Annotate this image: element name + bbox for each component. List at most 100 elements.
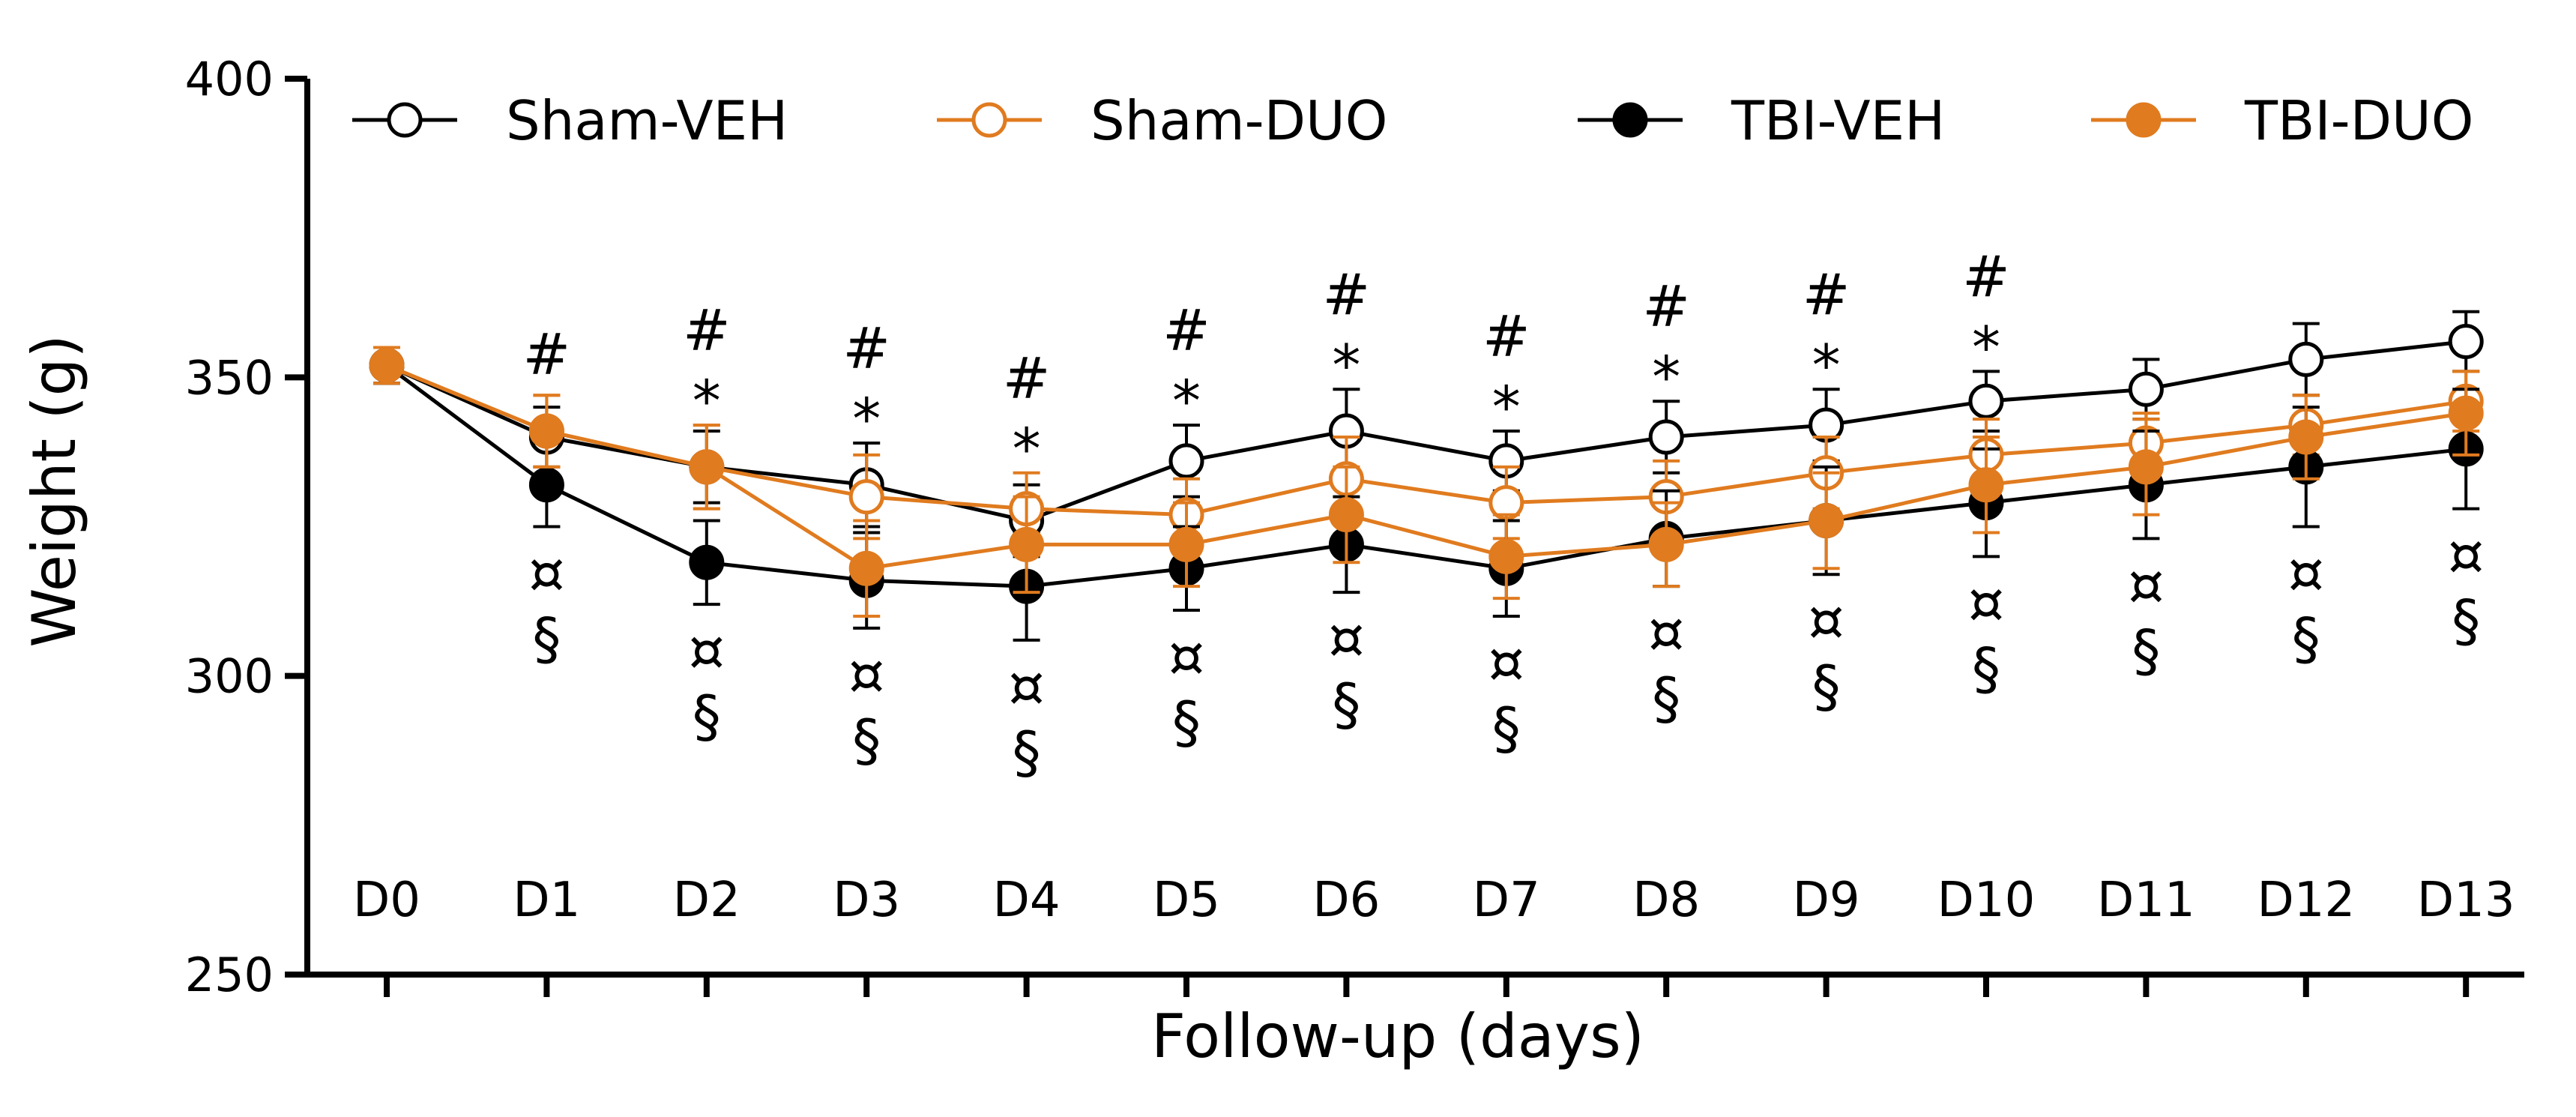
significance-mark: § — [532, 606, 561, 672]
significance-mark: * — [693, 367, 721, 434]
significance-mark: ¤ — [848, 641, 884, 708]
x-tick-label: D0 — [353, 873, 420, 928]
data-point — [1009, 526, 1045, 562]
significance-mark: § — [2292, 606, 2320, 672]
x-tick-label: D7 — [1473, 873, 1540, 928]
x-tick-label: D5 — [1153, 873, 1220, 928]
x-tick-label: D2 — [673, 873, 740, 928]
legend-label: TBI-DUO — [2244, 89, 2473, 152]
x-categories: D0 D1 D2 D3 D4 D5 D6 D7 D8 D9 D10 D11 D12 D13 — [353, 873, 2515, 997]
significance-mark: ¤ — [689, 617, 725, 684]
legend-marker — [2126, 102, 2162, 138]
x-tick-label: D6 — [1312, 873, 1380, 928]
significance-mark: ¤ — [2288, 540, 2324, 606]
significance-mark: ¤ — [528, 540, 564, 606]
significance-mark: # — [1323, 261, 1371, 328]
x-tick-label: D11 — [2097, 873, 2195, 928]
series-layer — [369, 310, 2484, 642]
significance-mark: § — [1492, 695, 1521, 762]
significance-mark: § — [693, 683, 721, 750]
data-point — [1328, 497, 1364, 533]
data-point — [528, 413, 564, 449]
legend-entry-sham-duo: Sham-DUO — [937, 89, 1387, 152]
series-tbi-veh — [369, 346, 2484, 642]
significance-mark: * — [1492, 373, 1521, 440]
significance-mark: § — [1332, 671, 1360, 738]
x-tick-label: D10 — [1937, 873, 2036, 928]
axes — [304, 79, 2524, 978]
significance-mark: ¤ — [2128, 551, 2164, 618]
significance-mark: § — [1972, 635, 2000, 702]
data-point — [1648, 526, 1684, 562]
data-point — [2448, 324, 2484, 360]
x-tick-label: D12 — [2257, 873, 2355, 928]
legend-entry-tbi-duo: TBI-DUO — [2091, 89, 2473, 152]
data-point — [1648, 419, 1684, 455]
significance-mark: # — [683, 297, 731, 364]
significance-mark: ¤ — [1648, 599, 1684, 666]
data-point — [1488, 538, 1524, 574]
data-point — [2288, 341, 2324, 377]
y-tick-label: 400 — [185, 52, 274, 106]
significance-mark: # — [1482, 303, 1530, 370]
x-tick-label: D3 — [833, 873, 900, 928]
data-point — [1168, 526, 1204, 562]
significance-mark: § — [1172, 689, 1201, 756]
significance-mark: # — [523, 321, 571, 388]
x-tick-label: D4 — [993, 873, 1061, 928]
data-point — [848, 479, 884, 515]
series-tbi-duo — [369, 346, 2484, 618]
legend-entry-sham-veh: Sham-VEH — [352, 89, 788, 152]
significance-mark: * — [1172, 367, 1201, 434]
legend-marker — [1612, 102, 1648, 138]
significance-mark: * — [1972, 313, 2000, 380]
significance-mark: * — [1652, 343, 1680, 410]
data-point — [689, 544, 725, 580]
significance-mark: # — [842, 315, 890, 382]
series-line — [385, 340, 2467, 523]
data-point — [528, 467, 564, 503]
y-ticks: 250 300 350 400 — [185, 52, 307, 1002]
significance-mark: ¤ — [1968, 569, 2004, 636]
y-tick-label: 300 — [185, 649, 274, 704]
series-line — [386, 364, 2467, 517]
legend-marker — [971, 102, 1007, 138]
series-line — [386, 364, 2467, 570]
significance-mark: § — [1652, 665, 1680, 732]
data-point — [2128, 449, 2164, 485]
significance-mark: § — [1812, 653, 1841, 720]
data-point — [689, 449, 725, 485]
y-tick-label: 350 — [185, 350, 274, 405]
y-tick-label: 250 — [185, 948, 274, 1002]
data-point — [2288, 419, 2324, 455]
significance-mark: ¤ — [1328, 605, 1364, 672]
significance-mark: * — [1013, 415, 1041, 482]
data-point — [1968, 467, 2004, 503]
significance-mark: ¤ — [1488, 629, 1524, 696]
legend-entry-tbi-veh: TBI-VEH — [1578, 89, 1945, 152]
significance-mark: ¤ — [2448, 522, 2484, 588]
data-point — [2128, 371, 2164, 407]
data-point — [369, 347, 405, 383]
x-tick-label: D1 — [513, 873, 580, 928]
data-point — [1168, 443, 1204, 479]
significance-annotations: #¤§*#¤§*#¤§*#¤§*#¤§*#¤§*#¤§*#¤§*#¤§*#¤§¤… — [523, 243, 2485, 786]
x-tick-label: D8 — [1632, 873, 1700, 928]
x-axis-title: Follow-up (days) — [1151, 1002, 1644, 1071]
series-line — [385, 364, 2467, 588]
data-point — [848, 550, 884, 586]
significance-mark: * — [1332, 331, 1360, 398]
legend-label: Sham-VEH — [506, 89, 788, 152]
significance-mark: * — [1812, 331, 1841, 398]
legend-label: TBI-VEH — [1731, 89, 1945, 152]
data-point — [1809, 503, 1844, 539]
x-tick-label: D13 — [2417, 873, 2515, 928]
significance-mark: ¤ — [1168, 623, 1204, 690]
significance-mark: # — [1162, 297, 1210, 364]
significance-mark: § — [2452, 588, 2480, 654]
significance-mark: # — [1003, 345, 1051, 412]
significance-mark: * — [852, 385, 881, 452]
significance-mark: ¤ — [1008, 653, 1044, 720]
data-point — [2448, 395, 2484, 431]
